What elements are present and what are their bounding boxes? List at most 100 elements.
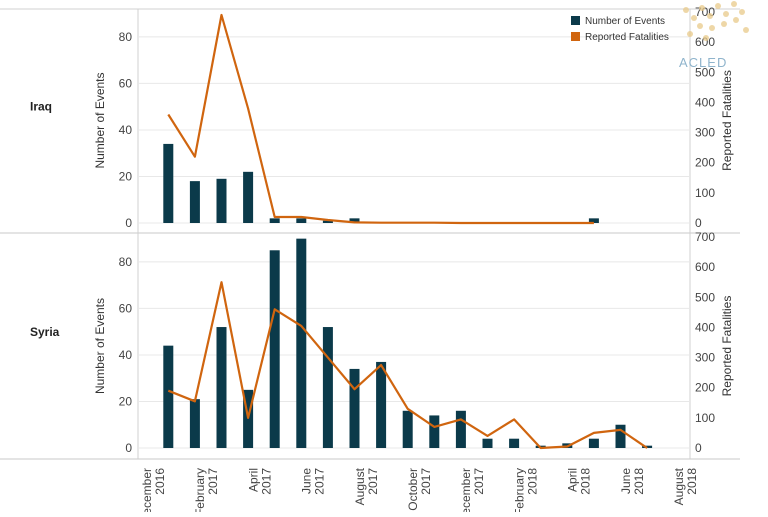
iraq-right-axis-title: Reported Fatalities xyxy=(720,70,734,171)
iraq-right-tick-label: 200 xyxy=(695,156,715,170)
x-tick-label-part: August xyxy=(672,467,686,505)
logo-dot xyxy=(709,25,715,31)
iraq-left-tick-label: 60 xyxy=(119,76,133,90)
iraq-left-tick-label: 80 xyxy=(119,30,133,44)
syria-event-bar xyxy=(269,250,280,448)
syria-right-tick-label: 0 xyxy=(695,441,702,455)
iraq-right-tick-label: 300 xyxy=(695,126,715,140)
acled-logo-text: ACLED xyxy=(679,55,727,70)
syria-right-tick-label: 600 xyxy=(695,260,715,274)
x-tick-label-part: December xyxy=(140,468,154,512)
x-tick-label-part: 2016 xyxy=(153,468,167,495)
syria-event-bar xyxy=(482,438,493,448)
logo-dot xyxy=(731,1,737,7)
iraq-right-tick-label: 600 xyxy=(695,35,715,49)
iraq-right-tick-label: 500 xyxy=(695,65,715,79)
x-tick-label-part: December xyxy=(459,468,473,512)
legend-events-swatch xyxy=(571,16,580,25)
x-tick-label-part: 2018 xyxy=(579,468,593,495)
syria-event-bar xyxy=(429,415,440,448)
logo-dot xyxy=(707,13,713,19)
logo-dot xyxy=(723,11,729,17)
syria-left-tick-label: 80 xyxy=(119,255,133,269)
x-tick-label-part: June xyxy=(300,468,314,494)
syria-event-bar xyxy=(216,327,227,448)
syria-event-bar xyxy=(588,438,599,448)
x-tick-label-part: April xyxy=(246,468,260,492)
iraq-event-bar xyxy=(296,218,307,223)
logo-dot xyxy=(715,3,721,9)
logo-dot xyxy=(733,17,739,23)
x-tick-label-part: 2017 xyxy=(259,468,273,495)
iraq-event-bar xyxy=(349,218,360,223)
x-tick-label: June2018 xyxy=(619,468,646,495)
x-tick-label-part: February xyxy=(512,468,526,512)
x-tick-label: February2018 xyxy=(512,468,539,512)
x-tick-label-part: 2017 xyxy=(472,468,486,495)
iraq-right-tick-label: 100 xyxy=(695,186,715,200)
logo-dot xyxy=(703,35,709,41)
syria-event-bar xyxy=(402,410,413,448)
iraq-left-tick-label: 0 xyxy=(125,216,132,230)
syria-left-axis-title: Number of Events xyxy=(93,298,107,394)
logo-dot xyxy=(743,27,749,33)
x-tick-label-part: 2017 xyxy=(419,468,433,495)
iraq-event-bar xyxy=(588,218,599,223)
x-tick-label: August2018 xyxy=(672,467,699,505)
iraq-event-bar xyxy=(269,218,280,223)
syria-left-tick-label: 0 xyxy=(125,441,132,455)
iraq-event-bar xyxy=(189,181,200,223)
syria-event-bar xyxy=(296,238,307,448)
legend-events-label: Number of Events xyxy=(585,16,665,27)
iraq-fatalities-line xyxy=(167,13,594,225)
x-tick-label-part: 2017 xyxy=(206,468,220,495)
x-tick-label-part: February xyxy=(193,468,207,512)
x-tick-label: December2016 xyxy=(140,468,167,512)
x-tick-label-part: 2018 xyxy=(632,468,646,495)
syria-panel-label: Syria xyxy=(30,325,60,339)
logo-dot xyxy=(697,23,703,29)
logo-dot xyxy=(721,21,727,27)
x-tick-label-part: June xyxy=(619,468,633,494)
logo-dot xyxy=(683,7,689,13)
logo-dot xyxy=(699,5,705,11)
iraq-left-tick-label: 20 xyxy=(119,169,133,183)
syria-fatalities-line xyxy=(167,281,648,450)
syria-right-axis-title: Reported Fatalities xyxy=(720,296,734,397)
x-tick-label: August2017 xyxy=(353,467,380,505)
logo-dot xyxy=(687,31,693,37)
syria-event-bar xyxy=(322,327,333,448)
x-tick-label-part: 2018 xyxy=(685,468,699,495)
syria-event-bar xyxy=(189,399,200,448)
x-tick-label-part: August xyxy=(353,467,367,505)
legend-fatalities-swatch xyxy=(571,32,580,41)
syria-left-tick-label: 60 xyxy=(119,301,133,315)
x-tick-label-part: April xyxy=(566,468,580,492)
syria-right-tick-label: 700 xyxy=(695,230,715,244)
x-tick-label-part: October xyxy=(406,468,420,511)
iraq-event-bar xyxy=(163,143,174,223)
x-tick-label: June2017 xyxy=(300,468,327,495)
syria-left-tick-label: 20 xyxy=(119,394,133,408)
syria-right-tick-label: 100 xyxy=(695,411,715,425)
logo-dot xyxy=(691,15,697,21)
syria-right-tick-label: 300 xyxy=(695,351,715,365)
iraq-right-tick-label: 0 xyxy=(695,216,702,230)
syria-event-bar xyxy=(349,368,360,448)
x-tick-label: December2017 xyxy=(459,468,486,512)
syria-right-tick-label: 200 xyxy=(695,381,715,395)
logo-dot xyxy=(739,9,745,15)
iraq-left-axis-title: Number of Events xyxy=(93,72,107,168)
legend-fatalities-label: Reported Fatalities xyxy=(585,32,669,43)
x-tick-label: February2017 xyxy=(193,468,220,512)
x-tick-label: October2017 xyxy=(406,468,433,511)
x-tick-label-part: 2017 xyxy=(313,468,327,495)
iraq-left-tick-label: 40 xyxy=(119,123,133,137)
syria-event-bar xyxy=(163,345,174,448)
iraq-right-tick-label: 400 xyxy=(695,95,715,109)
x-tick-label-part: 2017 xyxy=(366,468,380,495)
syria-event-bar xyxy=(376,361,387,448)
syria-event-bar xyxy=(509,438,520,448)
